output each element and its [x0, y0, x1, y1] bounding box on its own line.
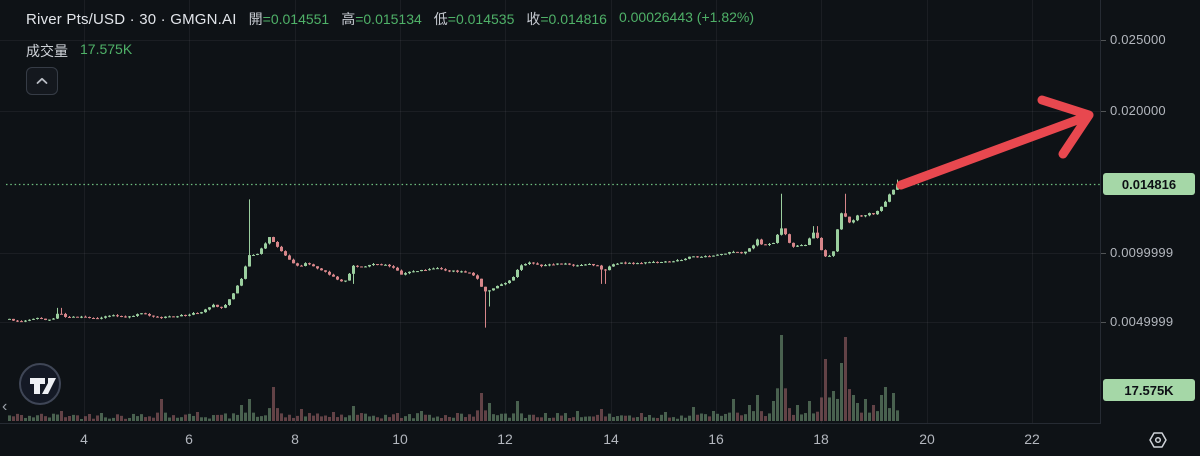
price-tick-label: 0.025000	[1110, 32, 1166, 47]
price-tick-mark	[1101, 111, 1106, 112]
time-tick-label: 8	[291, 431, 299, 447]
chart-legend-row: River Pts/USD · 30 · GMGN.AI 開=0.014551 …	[26, 9, 754, 29]
settings-hexagon-icon[interactable]	[1147, 429, 1169, 451]
price-tick-mark	[1101, 40, 1106, 41]
open-value: 開=0.014551	[248, 11, 330, 27]
candlestick-chart-pane[interactable]: River Pts/USD · 30 · GMGN.AI 開=0.014551 …	[0, 0, 1101, 424]
price-tick-label: 0.020000	[1110, 103, 1166, 118]
axis-corner	[1101, 424, 1200, 456]
chevron-up-icon	[36, 77, 48, 84]
time-tick-label: 22	[1024, 431, 1040, 447]
time-tick-label: 12	[497, 431, 513, 447]
time-tick-label: 20	[919, 431, 935, 447]
symbol-title[interactable]: River Pts/USD · 30 · GMGN.AI	[26, 11, 237, 28]
low-value: 低=0.014535	[433, 11, 515, 27]
chevron-left-icon[interactable]: ‹	[2, 398, 8, 415]
time-tick-label: 16	[708, 431, 724, 447]
time-tick-label: 6	[185, 431, 193, 447]
current-volume-badge: 17.575K	[1103, 379, 1195, 401]
tradingview-logo-icon	[19, 363, 61, 405]
price-axis[interactable]: 0.025000 0.020000 0.0099999 0.0049999 0.0148…	[1101, 0, 1200, 423]
price-tick-label: 0.0099999	[1110, 245, 1174, 260]
chart-canvas[interactable]	[0, 0, 1100, 423]
price-tick-mark	[1101, 322, 1106, 323]
time-tick-label: 10	[392, 431, 408, 447]
volume-legend-row: 成交量 17.575K	[26, 41, 132, 61]
change-value: 0.00026443 (+1.82%)	[618, 9, 755, 25]
time-tick-label: 4	[80, 431, 88, 447]
collapse-indicator-button[interactable]	[26, 67, 58, 95]
volume-value: 17.575K	[80, 41, 133, 57]
price-tick-mark	[1101, 253, 1106, 254]
price-tick-label: 0.0049999	[1110, 314, 1174, 329]
time-tick-label: 18	[813, 431, 829, 447]
time-tick-label: 14	[603, 431, 619, 447]
time-axis[interactable]: 4 6 8 10 12 14 16 18 20 22	[0, 424, 1100, 456]
high-value: 高=0.015134	[341, 11, 422, 27]
close-value: 收=0.014816	[526, 11, 607, 27]
tradingview-logo[interactable]	[17, 361, 63, 407]
volume-label: 成交量	[26, 43, 68, 59]
current-price-badge: 0.014816	[1103, 173, 1195, 195]
trend-arrow-annotation[interactable]	[896, 95, 1094, 190]
ohlc-values: 開=0.014551 高=0.015134 低=0.014535 收=0.014…	[249, 9, 754, 29]
